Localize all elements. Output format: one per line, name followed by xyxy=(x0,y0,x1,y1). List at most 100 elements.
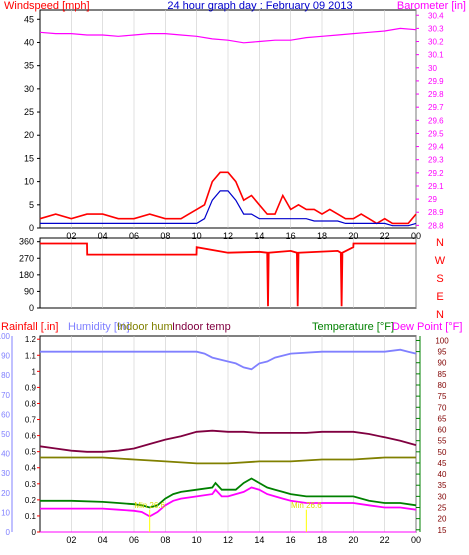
wind-baro-grid xyxy=(71,10,417,228)
humidity-tick-label: 60 xyxy=(1,410,10,419)
temp-hum-x-tick-label: 10 xyxy=(192,535,202,545)
temp-hum-x-tick-label: 22 xyxy=(380,535,390,545)
temperature-tick-label: 15 xyxy=(438,526,447,535)
wind-direction-tick-label: 180 xyxy=(19,270,34,280)
wind-baro-x-ticks: 02 04 06 08 10 12 14 16 18 20 22 00 xyxy=(66,231,421,241)
temperature-tick-label: 95 xyxy=(438,348,447,357)
inhum-series-line xyxy=(40,456,416,465)
compass-label: W xyxy=(435,255,446,267)
temp-hum-grid xyxy=(71,336,417,532)
humidity-tick-label: 70 xyxy=(1,391,10,400)
barometer-tick-label: 29.6 xyxy=(428,116,444,125)
rainfall-tick-label: 0.4 xyxy=(25,464,37,473)
temp-hum-x-tick-label: 02 xyxy=(66,535,76,545)
wind-baro-x-tick-label: 20 xyxy=(348,231,358,241)
temperature-tick-label: 100 xyxy=(435,336,449,345)
indoor-hum-axis-label: Indoor hum xyxy=(117,321,173,333)
barometer-tick-label: 29.5 xyxy=(428,129,444,138)
windspeed-tick-label: 45 xyxy=(24,14,34,24)
rainfall-tick-label: 1 xyxy=(32,367,37,376)
barometer-tick-label: 29.8 xyxy=(428,90,444,99)
wind-direction-tick-label: 270 xyxy=(19,253,34,263)
barometer-tick-label: 29.7 xyxy=(428,103,444,112)
windspeed-tick-label: 35 xyxy=(24,61,34,71)
barometer-tick-label: 28.9 xyxy=(428,208,444,217)
wind-baro-series xyxy=(39,27,417,227)
temp-hum-x-tick-label: 04 xyxy=(98,535,108,545)
temp-series-line xyxy=(40,477,417,509)
humidity-axis-ticks: 0 10 20 30 40 50 60 70 80 90 100 xyxy=(0,332,13,537)
hum-series-line xyxy=(40,348,417,371)
temp-hum-x-tick-label: 00 xyxy=(411,535,421,545)
barometer-tick-label: 29 xyxy=(428,195,437,204)
wind-baro-x-tick-label: 04 xyxy=(98,231,108,241)
dew-series-line xyxy=(40,486,417,518)
temperature-tick-label: 35 xyxy=(438,481,447,490)
wind-direction-tick-label: 90 xyxy=(24,286,34,296)
wind-direction-tick-label: 360 xyxy=(19,237,34,247)
temperature-tick-label: 45 xyxy=(438,459,447,468)
wind-direction-series-line xyxy=(40,242,416,307)
temperature-tick-label: 40 xyxy=(438,470,447,479)
wind-baro-panel: 0 5 10 15 20 25 30 35 40 45 28.8 28.9 29 29.1 29.2 29.… xyxy=(4,0,466,241)
dew-point-axis-label: Dew Point [°F] xyxy=(392,321,462,333)
temp-hum-x-tick-label: 20 xyxy=(348,535,358,545)
wind-baro-x-tick-label: 06 xyxy=(129,231,139,241)
temperature-tick-label: 85 xyxy=(438,370,447,379)
barometer-tick-label: 30.1 xyxy=(428,51,444,60)
barometer-tick-label: 29.3 xyxy=(428,156,444,165)
min-annotations: Min 26.6 Min 26.6 xyxy=(134,501,322,532)
compass-label: S xyxy=(436,273,443,285)
humidity-tick-label: 90 xyxy=(1,352,10,361)
rainfall-tick-label: 0 xyxy=(32,528,37,537)
temp-hum-x-tick-label: 16 xyxy=(286,535,296,545)
windspeed-tick-label: 20 xyxy=(24,130,34,140)
wind-baro-x-tick-label: 08 xyxy=(160,231,170,241)
rainfall-tick-label: 0.5 xyxy=(25,448,37,457)
temperature-tick-label: 80 xyxy=(438,381,447,390)
barometer-axis-ticks: 28.8 28.9 29 29.1 29.2 29.3 29.4 29.5 29.6 29.7 29… xyxy=(416,11,444,230)
gust-series-line xyxy=(39,171,417,225)
humidity-tick-label: 80 xyxy=(1,371,10,380)
humidity-axis-label: Humidity [%] xyxy=(68,321,130,333)
wind-baro-x-tick-label: 12 xyxy=(223,231,233,241)
wind-direction-series xyxy=(40,242,416,307)
barometer-tick-label: 28.8 xyxy=(428,221,444,230)
rainfall-tick-label: 0.6 xyxy=(25,432,37,441)
humidity-tick-label: 30 xyxy=(1,469,10,478)
temp-hum-x-tick-label: 06 xyxy=(129,535,139,545)
min-annotation-label: Min 26.6 xyxy=(291,501,322,510)
temperature-tick-label: 65 xyxy=(438,414,447,423)
rainfall-tick-label: 1.1 xyxy=(25,351,37,360)
baro-series-line xyxy=(39,27,417,44)
temp-hum-series xyxy=(39,348,417,533)
barometer-tick-label: 29.1 xyxy=(428,182,444,191)
temp-hum-panel: 0 0.1 0.2 0.3 0.4 0.5 0.6 0.7 0.8 0.9 1 1.1 1.2 0 10 2… xyxy=(0,321,462,545)
temp-hum-x-tick-label: 12 xyxy=(223,535,233,545)
barometer-tick-label: 29.9 xyxy=(428,77,444,86)
temp-hum-x-ticks: 02 04 06 08 10 12 14 16 18 20 22 00 xyxy=(66,535,421,545)
barometer-tick-label: 30 xyxy=(428,64,437,73)
wind-baro-x-tick-label: 16 xyxy=(286,231,296,241)
barometer-axis-label: Barometer [in] xyxy=(397,0,466,12)
wind-baro-x-tick-label: 14 xyxy=(254,231,264,241)
windspeed-tick-label: 30 xyxy=(24,84,34,94)
rainfall-tick-label: 1.2 xyxy=(25,335,37,344)
avg-series-line xyxy=(40,190,417,227)
rainfall-tick-label: 0.3 xyxy=(25,480,37,489)
wind-baro-x-tick-label: 22 xyxy=(380,231,390,241)
wind-baro-x-tick-label: 00 xyxy=(411,231,421,241)
temperature-tick-label: 25 xyxy=(438,504,447,513)
humidity-tick-label: 20 xyxy=(1,489,10,498)
temperature-tick-label: 60 xyxy=(438,426,447,435)
temp-hum-x-tick-label: 14 xyxy=(254,535,264,545)
temp-hum-x-tick-label: 08 xyxy=(160,535,170,545)
rainfall-tick-label: 0.2 xyxy=(25,496,37,505)
wind-baro-x-tick-label: 18 xyxy=(317,231,327,241)
temperature-tick-label: 30 xyxy=(438,492,447,501)
rainfall-axis-ticks: 0 0.1 0.2 0.3 0.4 0.5 0.6 0.7 0.8 0.9 1 1.1 1.2 xyxy=(25,335,40,537)
barometer-tick-label: 30.4 xyxy=(428,11,444,20)
windspeed-tick-label: 15 xyxy=(24,153,34,163)
